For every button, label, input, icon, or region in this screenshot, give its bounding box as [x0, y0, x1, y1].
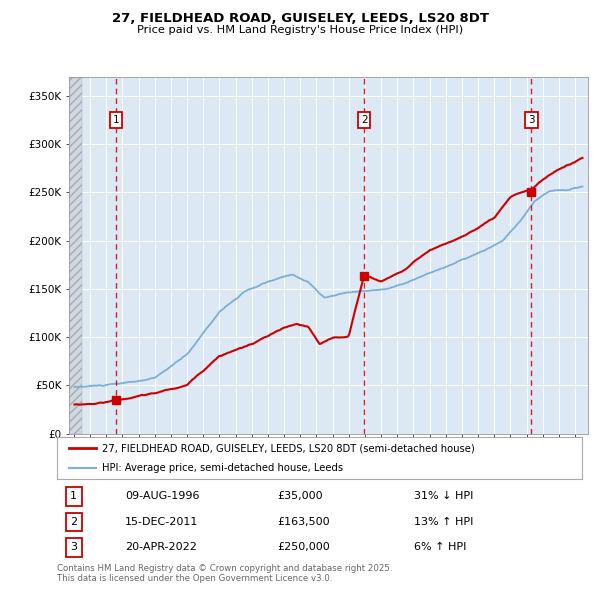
Text: £250,000: £250,000	[277, 542, 330, 552]
Text: 6% ↑ HPI: 6% ↑ HPI	[414, 542, 466, 552]
Text: 3: 3	[70, 542, 77, 552]
Text: HPI: Average price, semi-detached house, Leeds: HPI: Average price, semi-detached house,…	[101, 463, 343, 473]
Bar	[69, 77, 82, 434]
Text: 3: 3	[528, 115, 535, 125]
Text: 13% ↑ HPI: 13% ↑ HPI	[414, 517, 473, 527]
Text: Contains HM Land Registry data © Crown copyright and database right 2025.
This d: Contains HM Land Registry data © Crown c…	[57, 564, 392, 584]
Text: 31% ↓ HPI: 31% ↓ HPI	[414, 491, 473, 502]
Text: 2: 2	[361, 115, 367, 125]
Text: 1: 1	[70, 491, 77, 502]
Text: 09-AUG-1996: 09-AUG-1996	[125, 491, 200, 502]
Text: 20-APR-2022: 20-APR-2022	[125, 542, 197, 552]
Text: 27, FIELDHEAD ROAD, GUISELEY, LEEDS, LS20 8DT: 27, FIELDHEAD ROAD, GUISELEY, LEEDS, LS2…	[112, 12, 488, 25]
Text: 27, FIELDHEAD ROAD, GUISELEY, LEEDS, LS20 8DT (semi-detached house): 27, FIELDHEAD ROAD, GUISELEY, LEEDS, LS2…	[101, 443, 475, 453]
Text: Price paid vs. HM Land Registry's House Price Index (HPI): Price paid vs. HM Land Registry's House …	[137, 25, 463, 35]
Text: 1: 1	[113, 115, 119, 125]
Text: 15-DEC-2011: 15-DEC-2011	[125, 517, 199, 527]
Text: £35,000: £35,000	[277, 491, 323, 502]
Text: 2: 2	[70, 517, 77, 527]
Text: £163,500: £163,500	[277, 517, 330, 527]
